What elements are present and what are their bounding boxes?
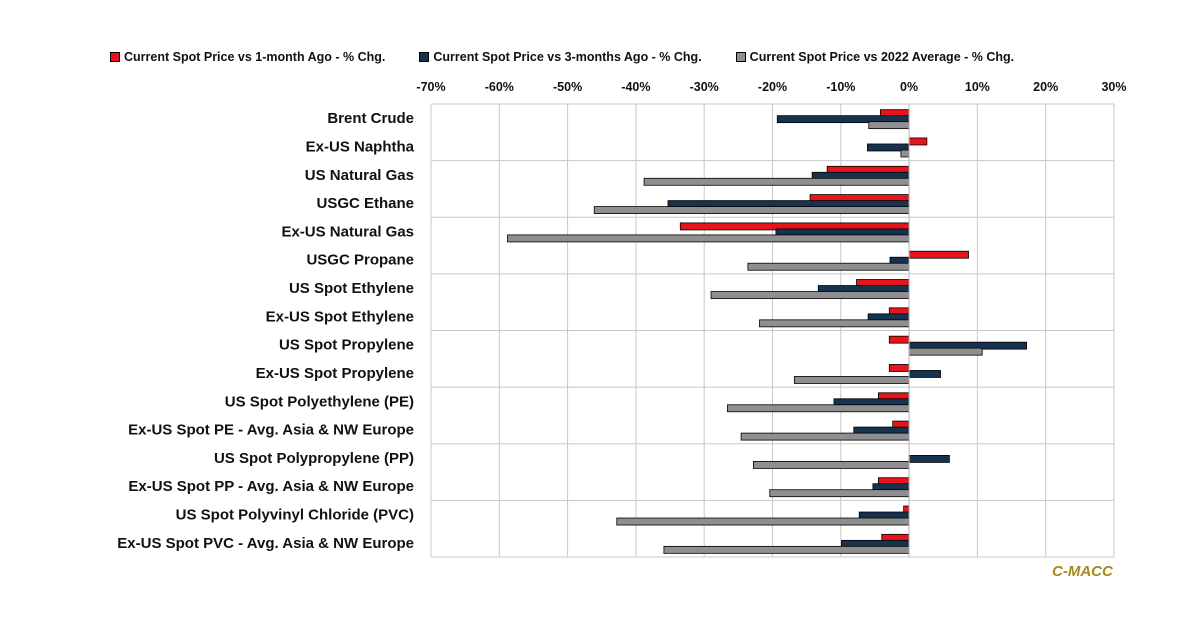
bar-2022-average xyxy=(507,234,910,243)
category-label: US Spot Polyethylene (PE) xyxy=(225,393,414,410)
bar-1-month xyxy=(888,364,910,372)
watermark-logo: C-MACC xyxy=(1052,563,1113,580)
bar-1-month xyxy=(908,250,969,259)
bar-1-month xyxy=(908,137,928,146)
legend-swatch-3-months xyxy=(419,52,430,62)
category-label: US Spot Propylene xyxy=(279,337,414,354)
bar-2022-average xyxy=(793,376,910,384)
x-tick-label: -40% xyxy=(621,80,650,94)
bar-2022-average xyxy=(769,489,910,498)
x-tick-label: -70% xyxy=(416,80,445,94)
bar-2022-average xyxy=(593,206,910,214)
category-label: Ex-US Spot PP - Avg. Asia & NW Europe xyxy=(128,478,414,495)
x-tick-label: -10% xyxy=(826,80,855,94)
category-label: USGC Ethane xyxy=(316,195,414,212)
bar-2022-average xyxy=(663,545,910,554)
legend-swatch-2022-average xyxy=(735,52,746,62)
bar-2022-average xyxy=(616,517,910,526)
category-label: Brent Crude xyxy=(327,110,414,127)
category-label: US Spot Ethylene xyxy=(289,280,414,297)
legend-swatch-1-month xyxy=(110,52,120,62)
x-tick-label: -30% xyxy=(690,80,719,94)
category-label: Ex-US Spot Ethylene xyxy=(266,308,414,325)
legend-label-1-month: Current Spot Price vs 1-month Ago - % Ch… xyxy=(124,50,386,64)
category-label: US Natural Gas xyxy=(305,167,414,184)
bar-2022-average xyxy=(747,262,910,271)
category-label: US Spot Polyvinyl Chloride (PVC) xyxy=(176,507,414,524)
bar-2022-average xyxy=(868,121,910,130)
bar-2022-average xyxy=(759,319,910,328)
bar-2022-average xyxy=(727,404,910,413)
legend-label-2022-average: Current Spot Price vs 2022 Average - % C… xyxy=(749,50,1015,64)
x-tick-label: 20% xyxy=(1033,80,1058,94)
legend-item-3-months: Current Spot Price vs 3-months Ago - % C… xyxy=(419,50,702,64)
bar-3-months xyxy=(908,370,941,378)
category-label: Ex-US Natural Gas xyxy=(281,223,414,240)
x-tick-label: -60% xyxy=(485,80,514,94)
category-label: US Spot Polypropylene (PP) xyxy=(214,450,414,467)
category-label: Ex-US Spot PVC - Avg. Asia & NW Europe xyxy=(117,535,414,552)
bar-2022-average xyxy=(908,347,983,356)
bar-1-month xyxy=(888,335,910,344)
bar-2022-average xyxy=(740,432,910,441)
x-tick-label: -20% xyxy=(758,80,787,94)
category-label: USGC Propane xyxy=(306,252,414,269)
legend-item-2022-average: Current Spot Price vs 2022 Average - % C… xyxy=(735,50,1015,64)
x-tick-label: 0% xyxy=(900,80,918,94)
category-label: Ex-US Spot PE - Avg. Asia & NW Europe xyxy=(128,422,414,439)
legend: Current Spot Price vs 1-month Ago - % Ch… xyxy=(110,50,1014,64)
bar-2022-average xyxy=(752,461,910,469)
x-tick-label: -50% xyxy=(553,80,582,94)
bar-2022-average xyxy=(900,149,910,158)
legend-label-3-months: Current Spot Price vs 3-months Ago - % C… xyxy=(433,50,702,64)
bar-2022-average xyxy=(643,177,910,186)
category-label: Ex-US Spot Propylene xyxy=(256,365,414,382)
legend-item-1-month: Current Spot Price vs 1-month Ago - % Ch… xyxy=(110,50,385,64)
x-tick-label: 30% xyxy=(1101,80,1126,94)
x-tick-label: 10% xyxy=(965,80,990,94)
bar-3-months xyxy=(908,455,950,463)
bar-2022-average xyxy=(710,291,910,299)
category-label: Ex-US Naphtha xyxy=(306,138,415,155)
